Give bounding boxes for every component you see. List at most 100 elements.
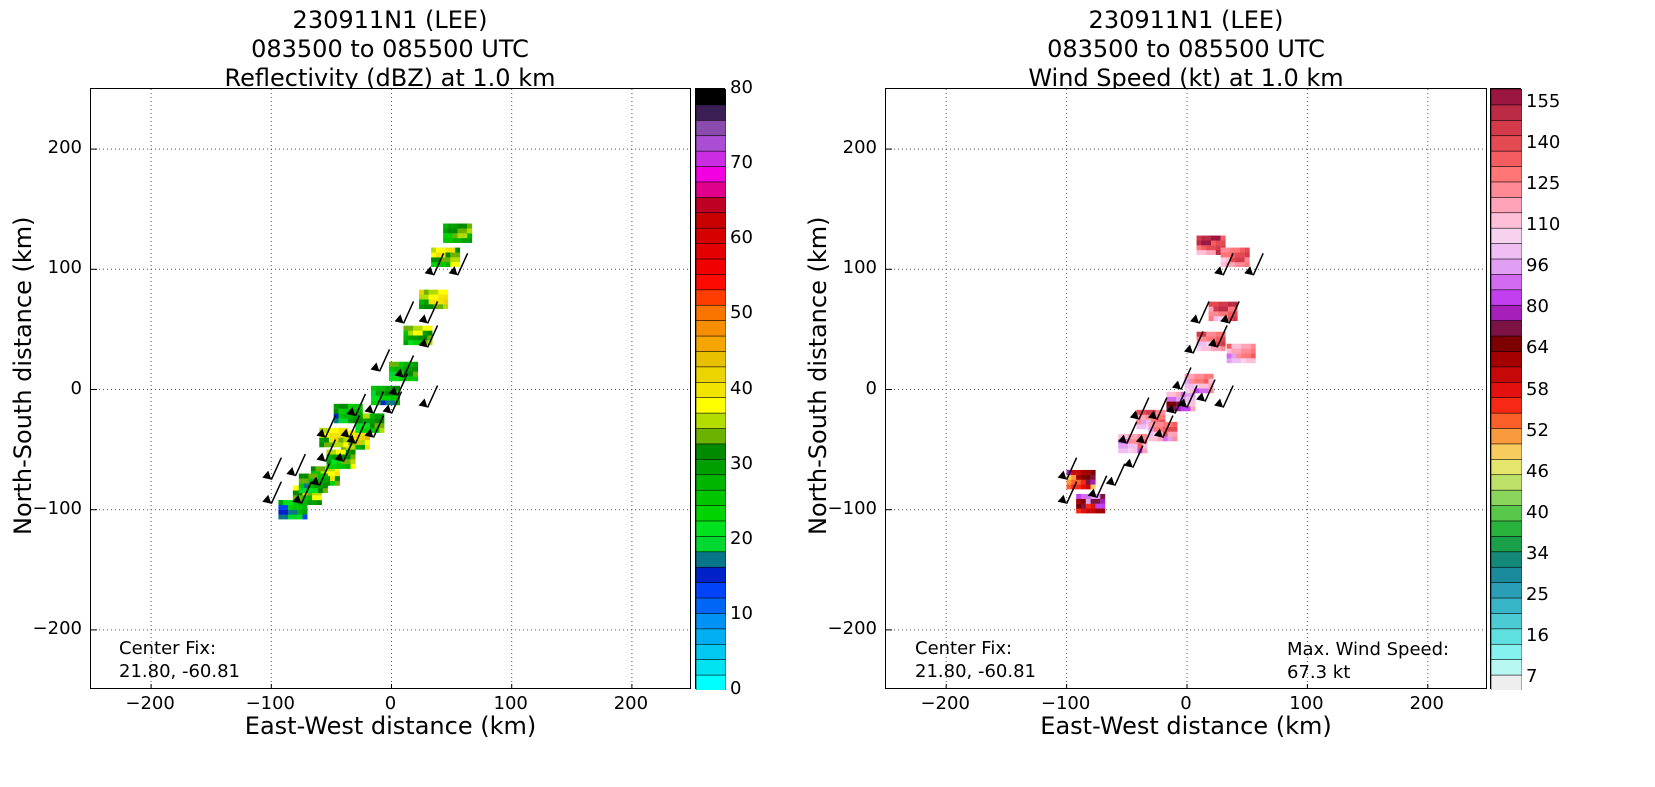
data-cell — [1245, 353, 1251, 359]
data-cell — [328, 437, 334, 443]
data-cell — [1218, 306, 1224, 312]
wind-barb — [1129, 397, 1150, 420]
colorbar-segment — [1491, 181, 1522, 198]
data-cell — [322, 478, 328, 484]
data-cell — [431, 261, 437, 267]
data-cell — [1184, 378, 1190, 384]
data-cell — [1076, 493, 1082, 499]
data-cell — [1196, 245, 1202, 251]
data-cell — [1206, 341, 1212, 347]
data-cell — [338, 442, 344, 448]
data-cell — [423, 289, 429, 295]
data-cell — [450, 247, 456, 253]
data-cell — [1244, 252, 1250, 258]
colorbar-segment — [1491, 473, 1522, 491]
data-cell — [318, 483, 324, 489]
colorbar-tick-label: 16 — [1526, 624, 1549, 646]
data-cell — [1201, 331, 1207, 337]
data-cell — [1100, 508, 1106, 514]
data-cell — [1213, 311, 1219, 317]
data-cell — [348, 413, 354, 419]
data-cell — [395, 395, 401, 401]
data-cell — [1236, 353, 1242, 359]
wind-barb — [340, 415, 361, 438]
data-cell — [343, 442, 349, 448]
data-cell — [1090, 503, 1096, 509]
colorbar-segment — [1491, 119, 1522, 137]
colorbar-tick-label: 0 — [730, 678, 742, 699]
y-tick-label: −100 — [32, 497, 82, 519]
data-cell — [1142, 433, 1148, 439]
data-cell — [413, 330, 419, 336]
data-cell — [330, 475, 336, 481]
colorbar-segment — [1491, 597, 1522, 614]
data-cell — [370, 390, 376, 396]
data-cell — [1153, 426, 1159, 432]
wind-barb — [1244, 252, 1264, 276]
data-cell — [1132, 433, 1138, 439]
data-cell — [408, 376, 414, 382]
data-cell — [1127, 448, 1133, 454]
x-tick-label: −100 — [1040, 693, 1091, 714]
colorbar-segment — [1491, 258, 1522, 275]
data-cell — [1208, 378, 1214, 384]
data-cell — [1196, 240, 1202, 246]
colorbar-segment — [1491, 504, 1522, 522]
data-cell — [1095, 503, 1101, 509]
colorbar-segment — [1491, 535, 1522, 553]
data-cell — [422, 330, 428, 336]
x-axis-label: East-West distance (km) — [244, 712, 537, 740]
data-cell — [1172, 436, 1178, 442]
data-cell — [357, 408, 363, 414]
wind-barb — [388, 373, 409, 396]
data-cell — [331, 463, 337, 469]
data-cell — [1071, 469, 1077, 475]
data-cell — [1167, 421, 1173, 427]
data-cell — [1232, 301, 1238, 307]
colorbar-segment — [1491, 211, 1522, 229]
colorbar-svg — [696, 89, 726, 690]
data-cell — [389, 376, 394, 382]
chart-title: 230911N1 (LEE) 083500 to 085500 UTC Wind… — [885, 6, 1487, 93]
wind-barb — [346, 421, 367, 444]
data-cell — [1185, 396, 1191, 402]
data-cell — [428, 304, 434, 310]
data-cell — [370, 400, 376, 406]
data-cell — [1203, 388, 1209, 394]
data-cell — [292, 485, 298, 491]
title-storm: 230911N1 (LEE) — [1088, 6, 1284, 34]
plot-area — [885, 88, 1487, 689]
data-cell — [1076, 508, 1082, 514]
data-cell — [1198, 378, 1204, 384]
data-cell — [1220, 257, 1226, 263]
data-cell — [336, 459, 342, 465]
data-cell — [438, 294, 444, 300]
colorbar-segment — [1491, 335, 1522, 352]
wind-barb — [1057, 457, 1078, 480]
data-cell — [438, 299, 444, 305]
center-fix-label: Center Fix: — [915, 638, 1013, 659]
data-cell — [1206, 235, 1212, 241]
chart-title: 230911N1 (LEE) 083500 to 085500 UTC Refl… — [90, 6, 690, 93]
data-cell — [334, 475, 340, 481]
data-cell — [1176, 406, 1182, 412]
center-fix-label: Center Fix: — [119, 638, 217, 659]
data-cell — [403, 361, 409, 367]
data-cell — [1230, 261, 1236, 267]
data-cell — [1137, 433, 1143, 439]
data-cell — [419, 294, 425, 300]
data-cell — [467, 233, 473, 239]
colorbar-segment — [696, 89, 726, 106]
colorbar-segment — [1491, 628, 1522, 645]
data-cell — [1230, 247, 1236, 253]
data-cell — [1210, 336, 1216, 342]
data-cell — [428, 299, 434, 305]
data-cell — [326, 463, 332, 469]
data-cell — [423, 294, 429, 300]
data-cell — [1201, 249, 1207, 255]
y-tick-label: 100 — [842, 257, 877, 279]
data-cell — [433, 289, 439, 295]
colorbar-segment — [1491, 658, 1522, 676]
data-cell — [1198, 383, 1204, 389]
